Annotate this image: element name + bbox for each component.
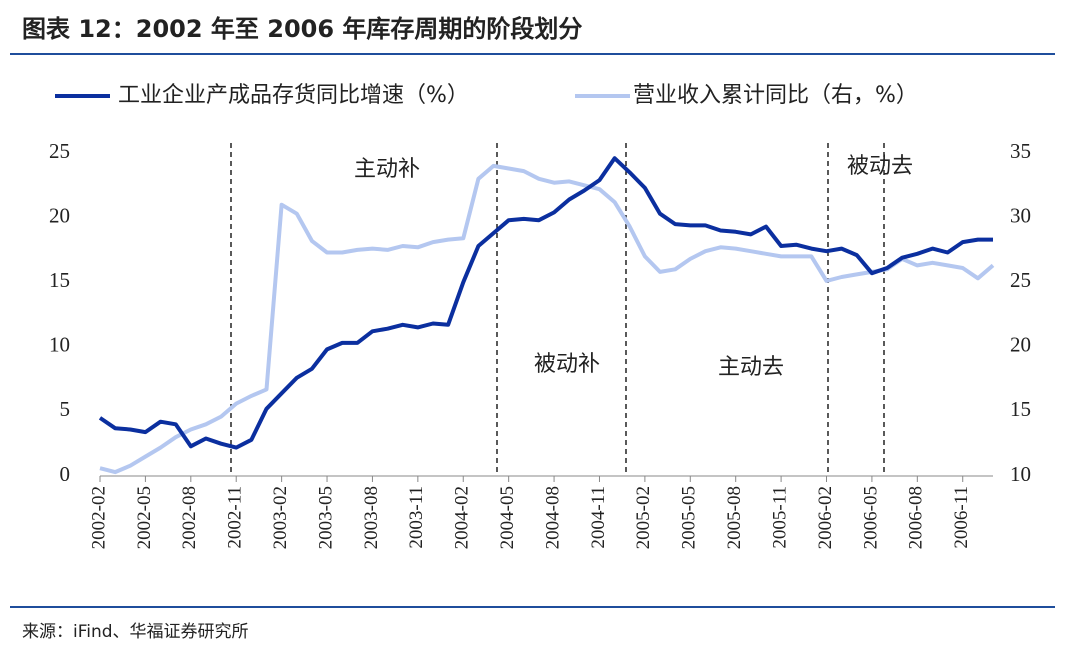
y-tick-label: 0 (60, 462, 71, 486)
x-tick-label: 2005-11 (769, 486, 790, 549)
x-tick-label: 2004-05 (497, 486, 518, 549)
x-tick-label: 2004-02 (452, 486, 473, 549)
x-tick-label: 2004-08 (542, 486, 563, 549)
x-tick-label: 2002-11 (225, 486, 246, 549)
y2-tick-label: 30 (1010, 203, 1031, 227)
x-tick-label: 2005-05 (679, 486, 700, 549)
phase-label: 主动去 (718, 354, 784, 379)
phase-label: 被动补 (534, 351, 600, 376)
y-tick-label: 10 (49, 333, 70, 357)
y-tick-label: 25 (49, 139, 70, 163)
x-tick-label: 2006-11 (951, 486, 972, 549)
phase-label: 被动去 (847, 153, 913, 178)
y2-tick-label: 25 (1010, 268, 1031, 292)
x-tick-label: 2006-05 (860, 486, 881, 549)
x-tick-label: 2003-02 (270, 486, 291, 549)
x-tick-label: 2002-02 (88, 486, 109, 549)
y-tick-label: 20 (49, 203, 70, 227)
legend-label: 工业企业产成品存货同比增速（%） (118, 83, 469, 108)
series-line (99, 163, 995, 475)
series-line (98, 156, 993, 450)
x-tick-label: 2003-11 (406, 486, 427, 549)
x-tick-label: 2002-08 (179, 486, 200, 549)
y-tick-label: 5 (60, 397, 71, 421)
phase-label: 主动补 (354, 156, 420, 181)
source: 来源：iFind、华福证券研究所 (22, 622, 249, 642)
x-tick-label: 2006-08 (906, 486, 927, 549)
x-tick-label: 2005-02 (633, 486, 654, 549)
y2-tick-label: 20 (1010, 333, 1031, 357)
y2-tick-label: 35 (1010, 139, 1031, 163)
x-tick-label: 2002-05 (134, 486, 155, 549)
y-tick-label: 15 (49, 268, 70, 292)
legend-label: 营业收入累计同比（右，%） (633, 83, 918, 108)
y2-tick-label: 10 (1010, 462, 1031, 486)
x-tick-label: 2006-02 (815, 486, 836, 549)
y2-tick-label: 15 (1010, 397, 1031, 421)
x-tick-label: 2003-05 (315, 486, 336, 549)
x-tick-label: 2004-11 (588, 486, 609, 549)
x-tick-label: 2005-08 (724, 486, 745, 549)
chart-title: 图表 12：2002 年至 2006 年库存周期的阶段划分 (22, 15, 582, 43)
x-tick-label: 2003-08 (361, 486, 382, 549)
